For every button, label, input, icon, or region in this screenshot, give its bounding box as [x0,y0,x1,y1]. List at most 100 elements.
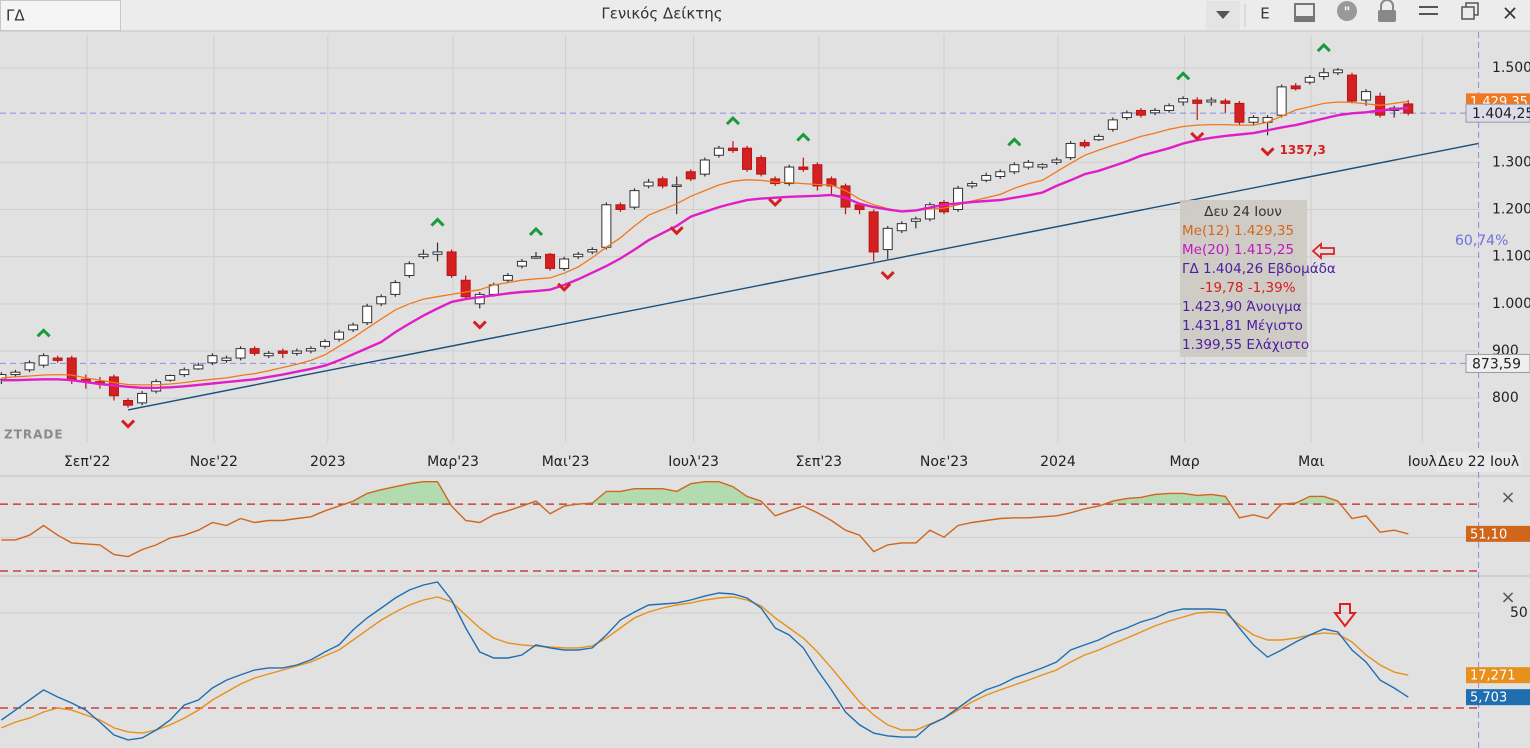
last-value-label: 5,703 [1470,691,1507,706]
x-tick-label: 2023 [310,454,346,470]
candle-body [1107,119,1118,130]
sell-signal [1190,131,1205,142]
candle-body [1051,159,1062,163]
restore-icon[interactable] [1461,2,1479,20]
candle-body [179,369,190,376]
buy-signal [1176,71,1191,81]
price-line-label: 1.404,25 [1472,106,1530,122]
trendline [127,142,1479,411]
candle-body [573,253,584,258]
symbol-input[interactable] [0,0,121,31]
y-tick-label: 1.500 [1492,60,1530,76]
layout-icon[interactable] [1294,3,1315,22]
last-value-label: 51,10 [1470,527,1507,542]
sell-signal [768,197,783,208]
candle-body [699,159,710,175]
sell-signal [880,270,895,281]
y-tick-label: 1.200 [1492,201,1530,217]
candle-body [1346,74,1357,102]
candle-body [376,296,387,305]
dropdown-arrow[interactable] [1216,11,1230,19]
chart-layer: Σεπ'22 Νοε'22 2023 Μαρ'23 Μαι'23 Ιουλ'23 Σεπ'2… [0,32,1530,748]
panel-close[interactable]: × [1500,587,1515,608]
cursor-label-box [1436,452,1521,472]
candle-body [1135,109,1146,116]
candle-body [277,350,288,354]
moving-average [1,100,1409,386]
candle-body [1332,69,1343,74]
symbol-text[interactable]: ΓΔ [6,7,25,25]
cursor-label: Δευ 22 Ιουλ [1438,454,1519,470]
info-line: -19,78 -1,39% [1200,280,1296,296]
indicator-line [0,581,1409,741]
candle-body [390,282,401,295]
candle-body [882,227,893,251]
candle-body [151,381,162,392]
candle-body [1178,98,1189,103]
candle-body [474,293,485,305]
candle-body [0,374,7,380]
candle-body [868,211,879,253]
candle-body [404,263,415,277]
buy-signal [430,217,445,227]
x-tick-label: Μαι'23 [542,454,590,470]
info-line: ΓΔ 1.404,26 Εβδομάδα [1182,261,1336,277]
candle-body [727,147,738,152]
candle-body [784,166,795,185]
candle-body [1192,99,1203,104]
candle-body [52,357,63,361]
last-value-box [1466,525,1530,542]
candle-body [756,157,767,175]
indicator-line [1,481,1409,558]
close-window[interactable]: × [1502,1,1519,25]
info-line: 1.423,90 Άνοιγμα [1182,299,1302,315]
last-value-label: 17,271 [1470,669,1516,684]
x-tick-label: Ιουλ'23 [668,454,719,470]
y-tick-label: 1.000 [1492,296,1530,312]
pointer-arrow [1332,603,1358,628]
quote-icon[interactable]: " [1337,1,1357,21]
candle-body [812,164,823,187]
candle-body [1121,112,1132,119]
candle-body [10,371,21,376]
panel-close[interactable]: × [1500,487,1515,508]
sell-signal [1260,147,1275,157]
candle-body [924,204,935,220]
candle-body [348,324,359,331]
info-line: Me(12) 1.429,35 [1182,223,1294,239]
candle-body [235,348,246,359]
mode-button[interactable]: E [1260,5,1269,23]
lock-icon[interactable] [1378,0,1396,22]
price-line-label: 873,59 [1472,356,1521,372]
candle-body [1361,91,1372,101]
candle-body [1150,109,1161,114]
candle-body [1206,99,1217,103]
candle-body [319,341,330,347]
candle-body [685,171,696,180]
x-tick-label: Σεπ'22 [64,454,111,470]
candle-body [742,147,753,170]
last-value-box [1466,689,1530,706]
minimize-icon[interactable] [1419,6,1438,15]
overbought-fill [344,481,1341,505]
candle-body [671,184,682,187]
indicator-line [1,596,1409,734]
candle-body [1234,102,1245,123]
moving-average [1,106,1409,389]
candle-body [137,392,148,404]
side-note: 60,74% [1455,233,1508,249]
candle-body [460,279,471,298]
candle-body [981,175,992,181]
price-line-box [1465,103,1530,123]
candle-body [418,253,429,258]
candle-body [545,253,556,269]
candle-body [291,350,302,354]
candle-body [432,251,443,255]
x-tick-label: Ιουλ [1408,454,1437,470]
candle-body [531,256,542,259]
buy-signal [796,132,811,142]
candle-body [24,362,35,371]
info-line: 1.431,81 Μέγιστο [1182,318,1303,334]
